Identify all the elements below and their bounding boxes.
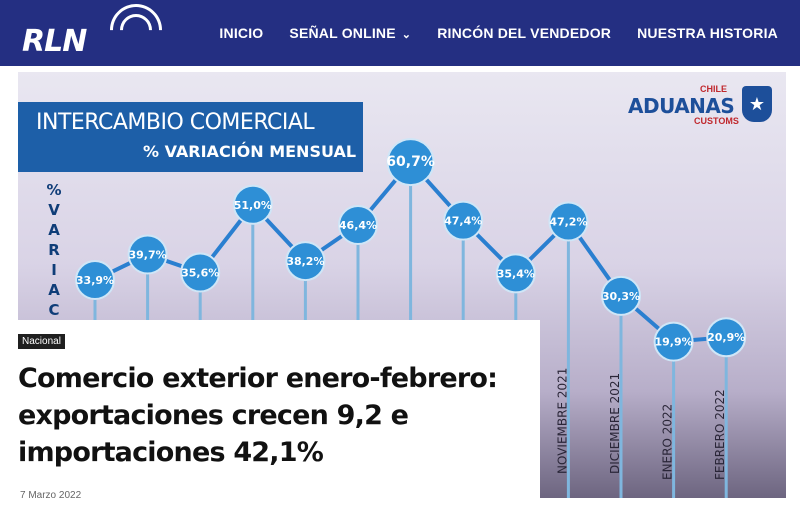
data-point bbox=[653, 321, 694, 362]
data-label: 46,4% bbox=[339, 219, 377, 232]
star-badge-icon: ★ bbox=[742, 86, 772, 122]
data-point bbox=[548, 201, 589, 242]
x-axis-tick-label: ENERO 2022 bbox=[661, 404, 675, 480]
data-label: 20,9% bbox=[707, 331, 745, 344]
data-label: 47,4% bbox=[444, 215, 482, 228]
y-axis-label-letter: V bbox=[48, 201, 60, 219]
main-nav: INICIO SEÑAL ONLINE ⌄ RINCÓN DEL VENDEDOR… bbox=[219, 0, 778, 66]
data-point bbox=[495, 253, 536, 294]
data-point bbox=[443, 200, 484, 241]
data-point bbox=[127, 234, 168, 275]
data-label: 60,7% bbox=[386, 154, 435, 170]
image-title-box: INTERCAMBIO COMERCIAL % VARIACIÓN MENSUA… bbox=[18, 102, 363, 172]
rln-logo[interactable]: RLN bbox=[14, 0, 173, 67]
nav-item-nuestra-historia[interactable]: NUESTRA HISTORIA bbox=[637, 25, 778, 41]
data-label: 35,4% bbox=[497, 267, 535, 280]
article-date: 7 Marzo 2022 bbox=[20, 490, 82, 501]
data-label: 38,2% bbox=[286, 255, 324, 268]
x-axis-tick-label: FEBRERO 2022 bbox=[713, 389, 727, 480]
data-label: 47,2% bbox=[549, 215, 587, 228]
x-axis-tick-label: NOVIEMBRE 2021 bbox=[555, 368, 569, 474]
nav-item-inicio[interactable]: INICIO bbox=[219, 25, 264, 41]
nav-item-senal-online[interactable]: SEÑAL ONLINE ⌄ bbox=[289, 25, 411, 41]
y-axis-label-letter: R bbox=[48, 241, 60, 259]
top-navigation-bar: RLN INICIO SEÑAL ONLINE ⌄ RINCÓN DEL VEND… bbox=[0, 0, 800, 67]
data-point bbox=[706, 317, 747, 358]
data-point bbox=[180, 252, 221, 293]
data-label: 51,0% bbox=[234, 199, 272, 212]
logo-chile-text: CHILE bbox=[700, 84, 727, 94]
data-point bbox=[75, 260, 115, 300]
data-label: 39,7% bbox=[129, 248, 167, 261]
logo-customs-text: CUSTOMS bbox=[694, 116, 739, 126]
data-label: 35,6% bbox=[181, 267, 219, 280]
nav-item-label: SEÑAL ONLINE bbox=[289, 25, 396, 41]
y-axis-label-letter: % bbox=[46, 181, 62, 199]
y-axis-label-letter: I bbox=[51, 261, 57, 279]
article-title[interactable]: Comercio exterior enero-febrero: exporta… bbox=[18, 363, 498, 468]
y-axis-label-letter: A bbox=[48, 221, 60, 239]
y-axis-label-letter: C bbox=[48, 301, 60, 319]
x-axis-tick-label: DICIEMBRE 2021 bbox=[608, 373, 622, 474]
chevron-down-icon: ⌄ bbox=[401, 29, 412, 41]
aduanas-logo: CHILE ADUANAS CUSTOMS ★ bbox=[622, 84, 772, 128]
data-point bbox=[285, 241, 326, 282]
data-point bbox=[338, 205, 378, 245]
data-label: 33,9% bbox=[76, 274, 114, 287]
article-card: Nacional Comercio exterior enero-febrero… bbox=[18, 320, 540, 509]
logo-text: RLN bbox=[22, 24, 87, 59]
data-point bbox=[386, 138, 435, 187]
image-subtitle: % VARIACIÓN MENSUAL bbox=[143, 142, 357, 161]
data-label: 19,9% bbox=[655, 336, 693, 349]
data-point bbox=[601, 275, 641, 316]
nav-item-rincon-del-vendedor[interactable]: RINCÓN DEL VENDEDOR bbox=[437, 25, 612, 41]
image-title: INTERCAMBIO COMERCIAL bbox=[36, 110, 315, 135]
data-label: 30,3% bbox=[602, 290, 640, 303]
data-point bbox=[232, 184, 273, 225]
y-axis-label-letter: A bbox=[48, 281, 60, 299]
category-badge[interactable]: Nacional bbox=[18, 334, 65, 349]
logo-aduanas-text: ADUANAS bbox=[628, 94, 735, 118]
